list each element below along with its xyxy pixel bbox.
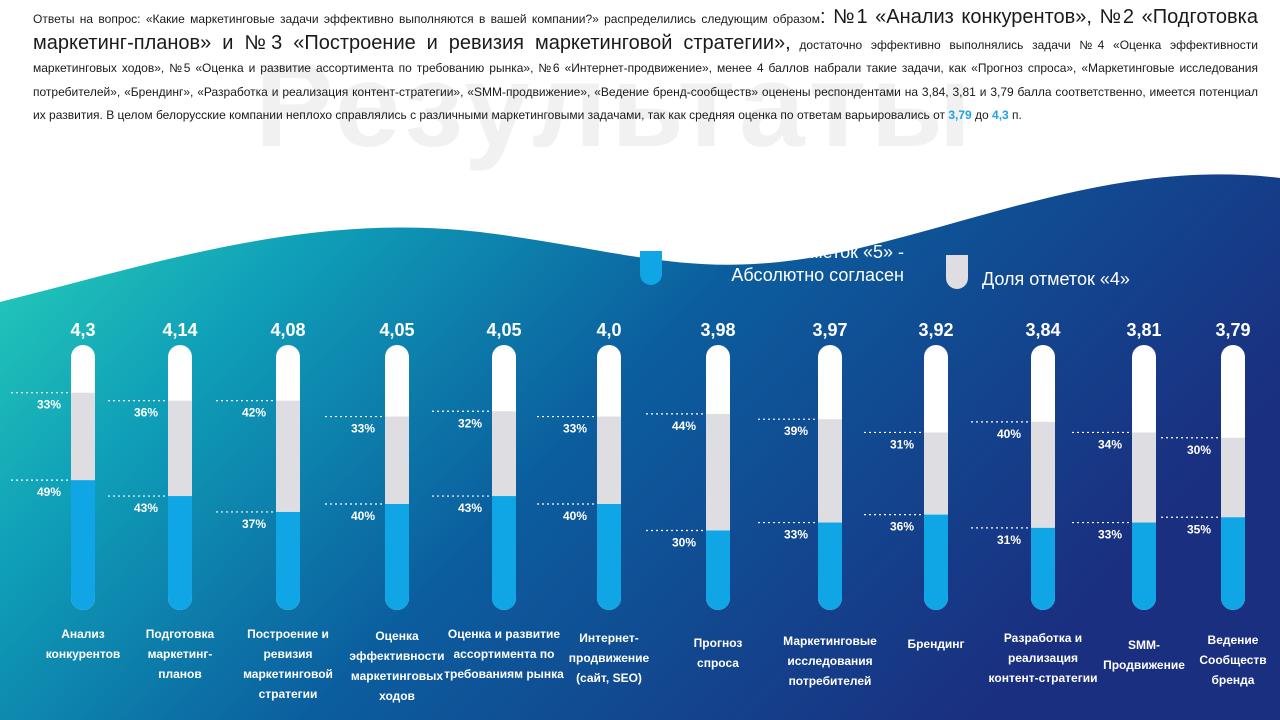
intro-end: п.	[1008, 108, 1022, 122]
score-label: 4,3	[70, 320, 95, 340]
bar-segment-five	[818, 522, 842, 610]
percent-label-four: 32%	[458, 416, 482, 430]
bar-segment-four	[492, 411, 516, 497]
category-label: Оценка эффективности маркетинговых ходов	[349, 629, 445, 703]
percent-label-five: 43%	[134, 501, 158, 515]
bar-segment-four	[71, 392, 95, 481]
bar-segment-five	[276, 511, 300, 610]
bar-segment-four	[1132, 432, 1156, 523]
bar-segment-five	[597, 504, 621, 610]
intro-part-1: Ответы на вопрос: «Какие маркетинговые з…	[33, 12, 820, 26]
percent-label-four: 33%	[563, 422, 587, 436]
percent-label-four: 30%	[1187, 443, 1211, 457]
category-label: Оценка и развитие ассортимента по требов…	[444, 627, 564, 681]
category-label: Подготовка маркетинг-планов	[145, 627, 215, 681]
bar-segment-five	[492, 496, 516, 610]
bar-segment-four	[1221, 437, 1245, 518]
score-label: 4,05	[379, 320, 414, 340]
percent-label-five: 33%	[1098, 528, 1122, 542]
category-label: Построение и ревизия маркетинговой страт…	[243, 627, 333, 701]
legend-swatch-four	[946, 255, 968, 289]
bar-segment-four	[818, 419, 842, 523]
score-label: 4,14	[162, 320, 197, 340]
percent-label-five: 40%	[563, 509, 587, 523]
bar-segment-five	[168, 496, 192, 610]
score-label: 4,05	[486, 320, 521, 340]
percent-label-five: 36%	[890, 520, 914, 534]
intro-part-2: достаточно эффективно выполнялись задачи…	[33, 37, 1258, 123]
percent-label-five: 30%	[672, 536, 696, 550]
score-label: 3,97	[812, 320, 847, 340]
legend-swatch-five	[640, 251, 662, 285]
percent-label-four: 33%	[37, 398, 61, 412]
percent-label-four: 33%	[351, 422, 375, 436]
bar-segment-five	[706, 530, 730, 610]
category-label: Маркетинговые исследования потребителей	[783, 634, 877, 688]
intro-min-score: 3,79	[948, 108, 972, 122]
watermark: Результаты	[255, 40, 976, 172]
bar-segment-four	[385, 416, 409, 504]
percent-label-four: 34%	[1098, 437, 1122, 451]
percent-label-five: 35%	[1187, 522, 1211, 536]
percent-label-five: 40%	[351, 509, 375, 523]
bar-segment-four	[706, 413, 730, 531]
percent-label-four: 44%	[672, 419, 696, 433]
percent-label-four: 39%	[784, 424, 808, 438]
legend-label-four: Доля отметок «4»	[982, 269, 1130, 289]
intro-mid: до	[971, 108, 993, 122]
category-label: Анализ конкурентов	[45, 627, 121, 661]
legend-label-five: Доля отметок «5» - Абсолютно согласен	[731, 242, 904, 285]
score-label: 4,08	[270, 320, 305, 340]
percent-label-four: 36%	[134, 406, 158, 420]
category-label: SMM-Продвижение	[1103, 638, 1185, 672]
category-label: Разработка и реализация контент-стратеги…	[988, 631, 1098, 685]
percent-label-five: 31%	[997, 533, 1021, 547]
intro-part-top3: : №1 «Анализ конкурентов», №2 «Подготовк…	[33, 6, 1258, 54]
category-label: Ведение Сообществ бренда	[1199, 633, 1267, 687]
percent-label-four: 40%	[997, 427, 1021, 441]
category-label: Брендинг	[907, 637, 965, 651]
bar-segment-four	[924, 432, 948, 515]
bar-segment-five	[924, 514, 948, 610]
bar-segment-four	[168, 400, 192, 497]
score-label: 3,81	[1126, 320, 1161, 340]
score-label: 3,79	[1215, 320, 1250, 340]
bar-segment-five	[1132, 522, 1156, 610]
intro-max-score: 4,3	[992, 108, 1009, 122]
bar-segment-five	[71, 480, 95, 610]
score-label: 4,0	[596, 320, 621, 340]
category-label: Интернет-продвижение (сайт, SEO)	[568, 631, 650, 685]
bar-segment-four	[1031, 421, 1055, 528]
intro-text: Ответы на вопрос: «Какие маркетинговые з…	[33, 6, 1258, 128]
category-label: Прогноз спроса	[693, 636, 743, 670]
bar-segment-four	[276, 400, 300, 512]
percent-label-four: 42%	[242, 406, 266, 420]
percent-label-five: 43%	[458, 501, 482, 515]
percent-label-four: 31%	[890, 437, 914, 451]
score-label: 3,84	[1025, 320, 1060, 340]
score-label: 3,98	[700, 320, 735, 340]
score-label: 3,92	[918, 320, 953, 340]
bar-segment-five	[385, 504, 409, 610]
bar-segment-five	[1031, 527, 1055, 610]
bar-segment-five	[1221, 517, 1245, 610]
bar-segment-four	[597, 416, 621, 504]
percent-label-five: 49%	[37, 485, 61, 499]
percent-label-five: 37%	[242, 517, 266, 531]
percent-label-five: 33%	[784, 528, 808, 542]
